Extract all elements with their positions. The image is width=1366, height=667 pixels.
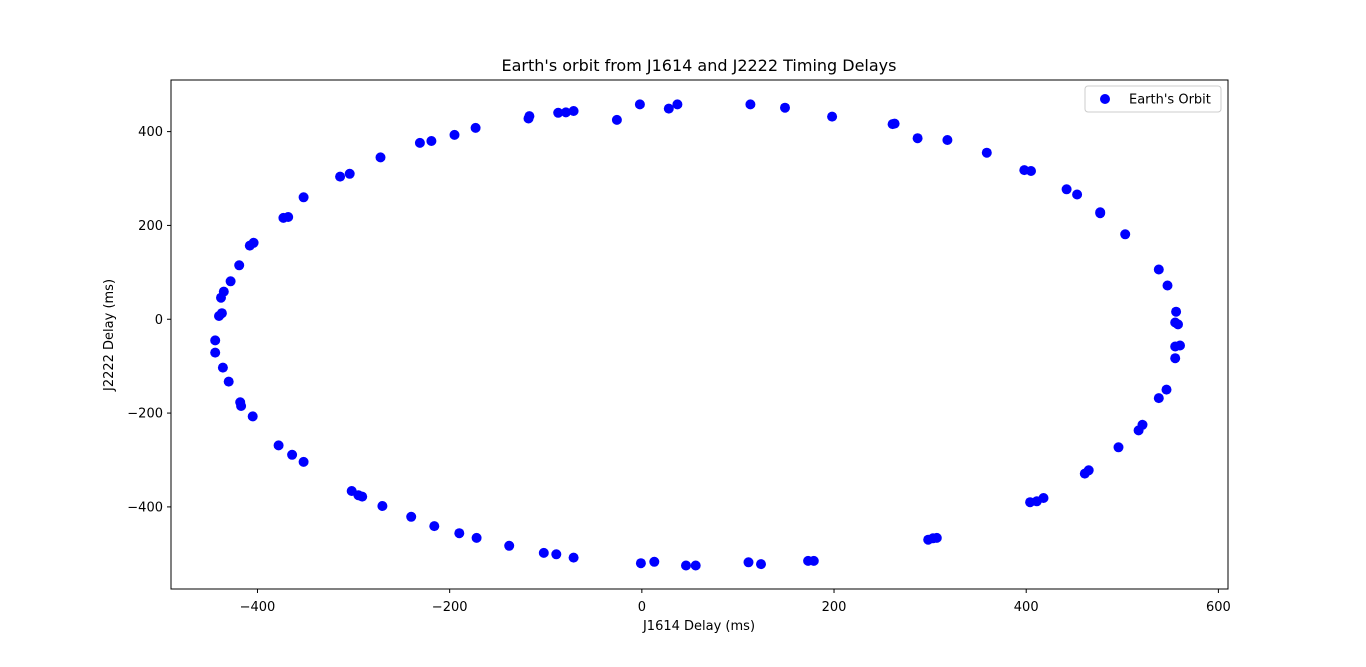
data-point <box>942 135 953 145</box>
data-point <box>1171 306 1182 317</box>
data-point <box>223 376 234 387</box>
data-point <box>1120 229 1131 240</box>
y-tick-label: 400 <box>138 125 163 140</box>
data-point <box>426 136 437 146</box>
data-point <box>1019 165 1030 176</box>
y-tick-label: −400 <box>127 500 163 515</box>
data-point <box>745 99 756 110</box>
data-point <box>234 260 245 271</box>
data-point <box>1175 340 1185 351</box>
y-axis-label: J2222 Delay (ms) <box>102 279 117 392</box>
data-point <box>406 511 417 522</box>
data-points <box>210 99 1185 571</box>
x-tick-label: 200 <box>822 600 847 615</box>
data-point <box>808 555 819 566</box>
data-point <box>287 449 298 460</box>
data-point <box>568 552 579 563</box>
data-point <box>375 152 386 163</box>
x-axis-label: J1614 Delay (ms) <box>642 619 755 634</box>
data-point <box>454 528 465 539</box>
data-point <box>471 532 482 543</box>
data-point <box>663 103 674 114</box>
data-point <box>377 501 388 511</box>
data-point <box>357 491 368 502</box>
x-tick-label: −400 <box>240 600 276 615</box>
data-point <box>470 122 481 133</box>
data-point <box>504 540 515 551</box>
data-point <box>756 559 766 570</box>
data-point <box>414 137 425 148</box>
data-point <box>1061 184 1072 195</box>
data-point <box>1170 353 1181 364</box>
data-point <box>429 521 440 532</box>
data-point <box>1113 442 1124 453</box>
y-tick-label: 0 <box>155 313 163 328</box>
data-point <box>568 106 579 116</box>
chart-title: Earth's orbit from J1614 and J2222 Timin… <box>502 56 897 75</box>
data-point <box>216 292 226 303</box>
data-point <box>1072 189 1083 200</box>
legend-box <box>1084 85 1222 113</box>
data-point <box>278 212 289 223</box>
data-point <box>247 411 258 422</box>
data-point <box>1137 419 1148 430</box>
data-point <box>635 558 646 569</box>
data-point <box>634 99 645 110</box>
data-point <box>611 114 622 125</box>
data-point <box>217 362 228 373</box>
legend-label: Earth's Orbit <box>1129 93 1211 108</box>
plot-area-frame <box>170 79 1229 590</box>
data-point <box>449 129 460 140</box>
data-point <box>335 171 346 182</box>
data-point <box>1162 280 1173 291</box>
data-point <box>210 335 221 346</box>
y-axis-ticks: −400 −200 0 200 400 <box>127 125 171 515</box>
data-point <box>1083 465 1094 476</box>
x-tick-label: 600 <box>1206 600 1231 615</box>
data-point <box>743 557 754 568</box>
data-point <box>225 276 236 287</box>
data-point <box>649 556 660 567</box>
x-tick-label: −200 <box>432 600 468 615</box>
data-point <box>273 440 284 451</box>
x-tick-label: 0 <box>638 600 646 615</box>
legend: Earth's Orbit <box>1084 85 1222 113</box>
data-point <box>1161 384 1172 395</box>
data-point <box>1153 264 1164 275</box>
data-point <box>214 311 224 321</box>
y-tick-label: 200 <box>138 219 163 234</box>
data-point <box>553 107 564 118</box>
data-point <box>344 168 355 179</box>
data-point <box>912 133 923 144</box>
data-point <box>551 549 562 560</box>
data-point <box>244 240 255 251</box>
x-tick-label: 400 <box>1014 600 1039 615</box>
data-point <box>1038 493 1049 503</box>
x-axis-ticks: −400 −200 0 200 400 600 <box>240 589 1231 615</box>
data-point <box>538 547 549 558</box>
data-point <box>523 113 534 124</box>
data-point <box>1153 393 1164 404</box>
data-point <box>298 456 309 467</box>
data-point <box>887 119 898 130</box>
y-tick-label: −200 <box>127 407 163 422</box>
data-point <box>210 347 221 358</box>
data-point <box>298 192 309 203</box>
legend-marker <box>1100 94 1110 104</box>
data-point <box>236 401 247 411</box>
data-point <box>931 532 942 543</box>
data-point <box>560 107 571 118</box>
data-point <box>681 560 691 571</box>
data-point <box>780 102 790 113</box>
data-point <box>827 111 838 122</box>
data-point <box>1170 317 1181 328</box>
data-point <box>672 99 683 110</box>
data-point <box>690 560 701 571</box>
data-point <box>981 147 992 158</box>
data-point <box>1095 207 1106 218</box>
